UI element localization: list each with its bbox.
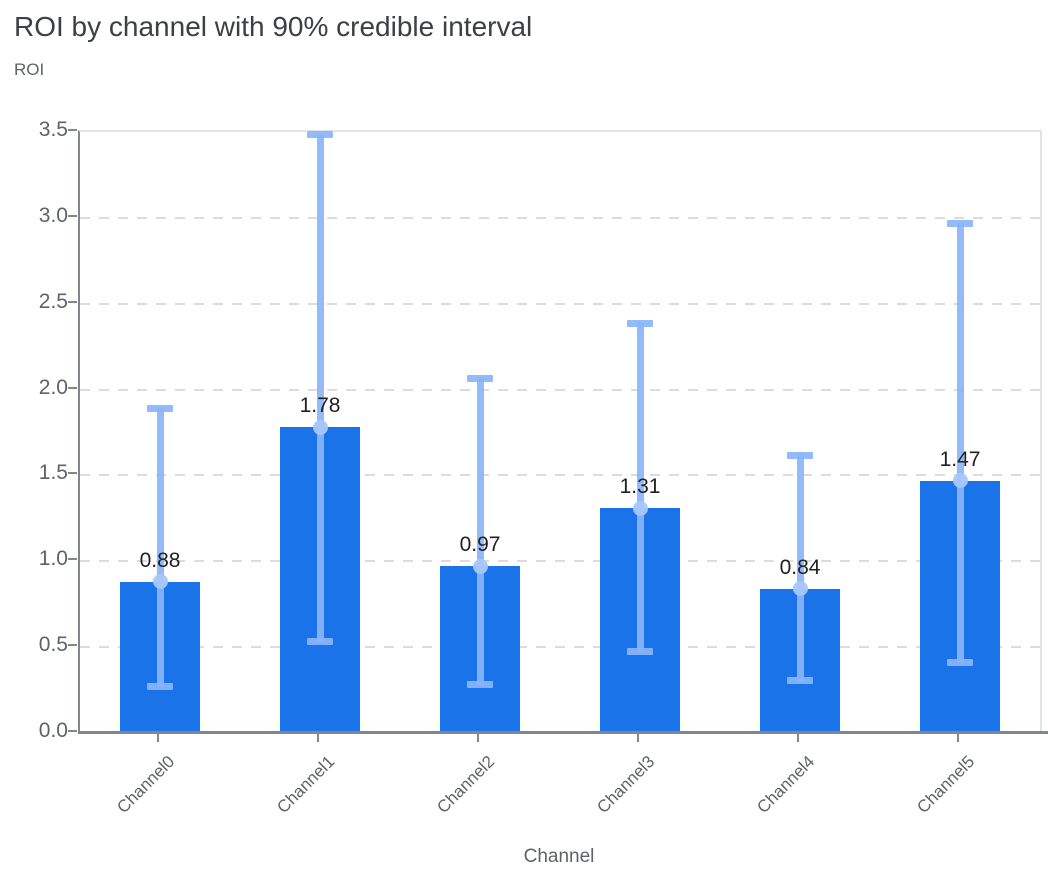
y-tick-mark bbox=[68, 730, 77, 732]
error-bar-cap-bottom bbox=[627, 648, 653, 656]
y-axis: 0.0 0.5 1.0 1.5 2.0 2.5 3.0 3.5 bbox=[0, 0, 68, 886]
gridline-1.5 bbox=[80, 474, 1040, 477]
y-tick-label: 3.5 bbox=[38, 118, 68, 141]
y-tick-mark bbox=[68, 129, 77, 131]
error-bar-cap-bottom bbox=[467, 680, 493, 688]
mean-marker-channel2 bbox=[472, 558, 488, 574]
error-bar-cap-top bbox=[307, 130, 333, 138]
x-tick-mark bbox=[637, 734, 639, 742]
y-tick-label: 2.0 bbox=[38, 375, 68, 399]
error-bar-cap-top bbox=[467, 374, 493, 382]
x-tick-mark bbox=[317, 734, 319, 742]
value-label-channel2: 0.97 bbox=[459, 533, 501, 557]
value-label-channel3: 1.31 bbox=[619, 475, 661, 499]
mean-marker-channel4 bbox=[792, 581, 808, 597]
x-axis-title: Channel bbox=[523, 846, 595, 867]
error-bar-line-channel1 bbox=[317, 133, 324, 642]
x-label-channel3: Channel3 bbox=[593, 752, 659, 817]
x-tick-mark bbox=[797, 734, 799, 742]
y-tick-label: 0.0 bbox=[38, 719, 68, 742]
mean-marker-channel0 bbox=[152, 574, 168, 590]
y-tick-label: 3.0 bbox=[38, 203, 68, 227]
plot-area: 0.88 1.78 0.97 1.31 0.84 1.47 bbox=[78, 130, 1042, 733]
chart-title: ROI by channel with 90% credible interva… bbox=[14, 11, 533, 42]
x-label-channel4: Channel4 bbox=[753, 752, 819, 817]
y-tick-mark bbox=[68, 558, 77, 561]
error-bar-cap-bottom bbox=[307, 637, 333, 645]
y-tick-mark bbox=[68, 386, 77, 389]
y-tick-mark bbox=[68, 644, 77, 647]
y-tick-mark bbox=[68, 472, 77, 475]
x-tick-mark bbox=[477, 734, 479, 742]
value-label-channel0: 0.88 bbox=[139, 548, 181, 572]
error-bar-cap-top bbox=[787, 451, 813, 459]
error-bar-cap-bottom bbox=[787, 677, 813, 685]
gridline-0.5 bbox=[80, 646, 1040, 649]
y-axis-title: ROI bbox=[14, 60, 45, 79]
mean-marker-channel5 bbox=[952, 473, 968, 489]
x-tick-mark bbox=[957, 734, 959, 742]
y-tick-mark bbox=[68, 300, 77, 303]
x-label-channel5: Channel5 bbox=[913, 752, 979, 817]
x-tick-mark bbox=[157, 734, 159, 742]
gridline-2.5 bbox=[80, 302, 1040, 305]
x-label-channel0: Channel0 bbox=[113, 752, 179, 817]
error-bar-line-channel0 bbox=[157, 408, 164, 687]
gridline-2.0 bbox=[80, 388, 1040, 391]
error-bar-cap-top bbox=[147, 405, 173, 413]
error-bar-cap-bottom bbox=[147, 682, 173, 690]
value-label-channel1: 1.78 bbox=[299, 394, 341, 418]
error-bar-line-channel4 bbox=[797, 454, 804, 682]
y-tick-label: 0.5 bbox=[38, 633, 68, 657]
y-tick-label: 1.0 bbox=[38, 547, 68, 571]
error-bar-line-channel5 bbox=[957, 223, 964, 663]
gridline-3.0 bbox=[80, 216, 1040, 219]
value-label-channel4: 0.84 bbox=[779, 555, 821, 579]
y-tick-label: 2.5 bbox=[38, 289, 68, 313]
error-bar-cap-top bbox=[627, 319, 653, 327]
y-tick-mark bbox=[68, 214, 77, 217]
error-bar-cap-top bbox=[947, 220, 973, 227]
error-bar-cap-bottom bbox=[947, 658, 973, 666]
x-axis-line bbox=[78, 731, 1048, 734]
mean-marker-channel3 bbox=[632, 500, 648, 516]
y-tick-label: 1.5 bbox=[38, 461, 68, 485]
error-bar-line-channel2 bbox=[477, 377, 484, 685]
x-label-channel2: Channel2 bbox=[433, 752, 499, 817]
mean-marker-channel1 bbox=[312, 419, 328, 435]
x-label-channel1: Channel1 bbox=[273, 752, 339, 817]
error-bar-line-channel3 bbox=[637, 322, 644, 653]
gridline-1.0 bbox=[80, 560, 1040, 563]
value-label-channel5: 1.47 bbox=[939, 447, 981, 471]
